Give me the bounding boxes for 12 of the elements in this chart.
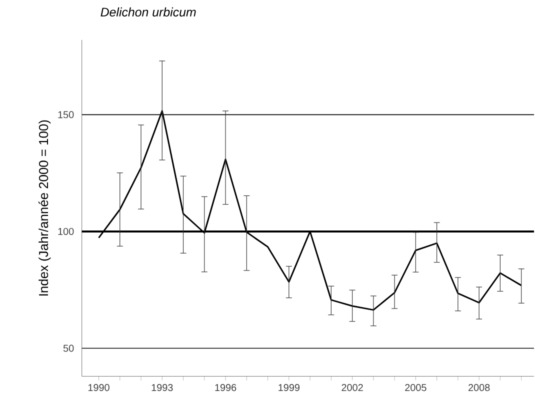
x-tick-label: 1990	[88, 384, 110, 391]
y-axis-title: Index (Jahr/année 2000 = 100)	[38, 120, 51, 296]
x-tick-label: 1993	[152, 384, 173, 391]
y-tick-label: 150	[58, 111, 74, 118]
x-tick-label: 1996	[215, 384, 236, 391]
x-tick-label: 2005	[405, 384, 426, 391]
x-tick-label: 1999	[278, 384, 300, 391]
x-tick-label: 2002	[342, 384, 363, 391]
y-tick-label: 100	[58, 228, 74, 235]
y-tick-label: 50	[63, 344, 74, 352]
chart-title: Delichon urbicum	[100, 7, 196, 16]
x-tick-label: 2008	[468, 384, 490, 391]
